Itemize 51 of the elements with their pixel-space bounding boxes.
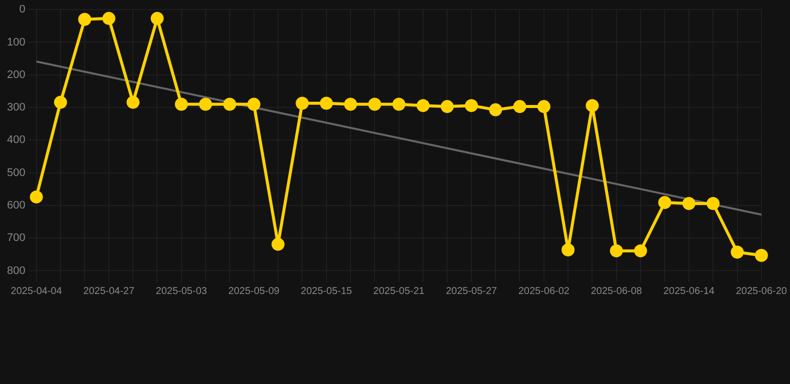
- point: [344, 98, 358, 111]
- y-tick-label: 700: [6, 232, 26, 244]
- x-tick-label: 2025-05-21: [373, 286, 425, 297]
- x-tick-label: 2025-06-20: [736, 286, 788, 297]
- point: [706, 196, 720, 210]
- point: [586, 99, 599, 112]
- y-tick-label: 200: [6, 68, 26, 81]
- point: [754, 248, 768, 262]
- point: [272, 238, 285, 251]
- x-tick-label: 2025-06-08: [590, 286, 642, 297]
- y-tick-label: 300: [6, 102, 26, 114]
- x-tick-label: 2025-04-27: [83, 286, 135, 297]
- point: [126, 96, 140, 109]
- point: [54, 96, 68, 109]
- point: [102, 12, 116, 25]
- point: [223, 98, 236, 111]
- point: [199, 98, 212, 111]
- y-tick-label: 100: [6, 36, 26, 48]
- point: [392, 98, 406, 111]
- point: [368, 98, 382, 111]
- y-tick-label: 600: [6, 199, 26, 212]
- point: [730, 246, 744, 259]
- point: [440, 100, 454, 114]
- point: [320, 96, 333, 110]
- x-tick-label: 2025-04-04: [10, 286, 62, 297]
- y-tick-label: 0: [19, 4, 26, 16]
- x-tick-label: 2025-05-03: [156, 286, 208, 297]
- x-tick-label: 2025-05-09: [228, 286, 280, 297]
- point: [78, 12, 92, 26]
- y-tick-label: 400: [6, 134, 26, 146]
- point: [416, 99, 430, 112]
- point: [537, 100, 550, 114]
- point: [174, 98, 188, 111]
- point: [30, 190, 43, 204]
- point: [658, 196, 672, 210]
- y-tick-label: 800: [6, 264, 26, 277]
- point: [610, 244, 623, 258]
- point: [247, 98, 260, 111]
- x-tick-label: 2025-05-15: [300, 286, 352, 297]
- point: [634, 244, 648, 258]
- point: [464, 99, 478, 112]
- y-tick-label: 500: [6, 166, 26, 179]
- point: [682, 196, 696, 210]
- point: [296, 96, 309, 110]
- x-tick-label: 2025-06-02: [518, 286, 570, 297]
- x-tick-label: 2025-06-14: [663, 286, 715, 297]
- point: [150, 12, 164, 25]
- point: [513, 100, 526, 114]
- point: [562, 243, 575, 256]
- point: [489, 103, 502, 116]
- x-tick-label: 2025-05-27: [446, 286, 498, 297]
